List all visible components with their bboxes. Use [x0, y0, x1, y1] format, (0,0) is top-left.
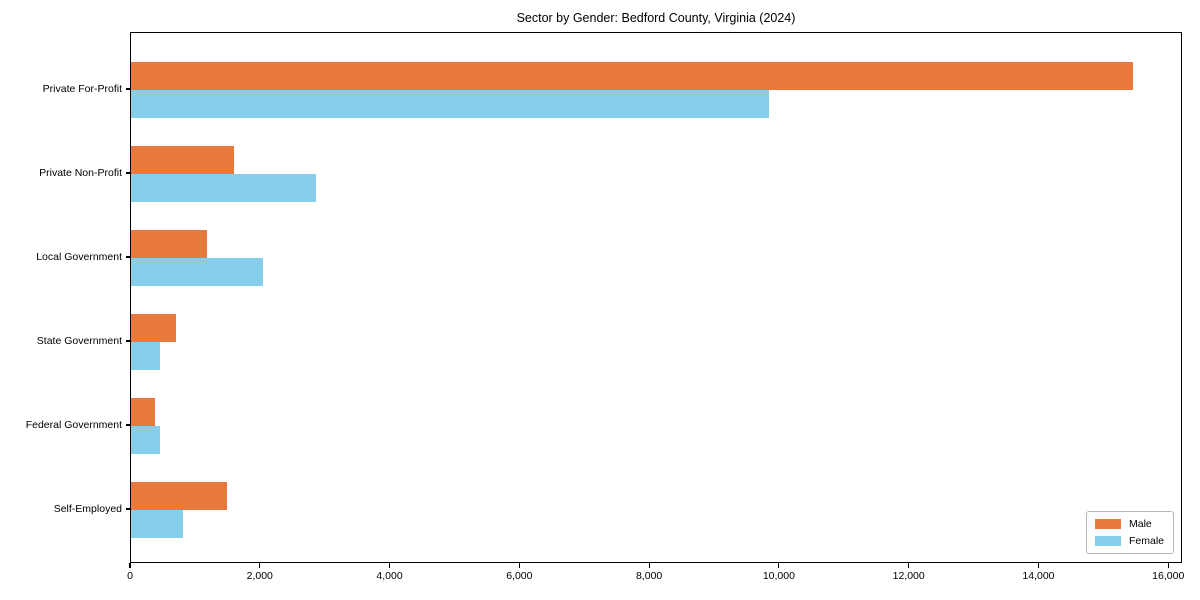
y-tick-label-state-government: State Government: [36, 335, 122, 347]
bar-male-private-for-profit: [131, 62, 1133, 90]
x-tick-label-16000: 16,000: [1152, 570, 1185, 582]
x-tick-label-14000: 14,000: [1022, 570, 1055, 582]
x-tick-label-2000: 2,000: [246, 570, 273, 582]
bar-female-local-government: [131, 258, 264, 286]
legend-item-female: Female: [1094, 535, 1164, 547]
legend-item-male: Male: [1094, 518, 1164, 530]
legend-label-male: Male: [1128, 518, 1152, 530]
x-tick-mark: [648, 563, 650, 568]
bar-male-federal-government: [131, 398, 155, 426]
bar-female-self-employed: [131, 510, 183, 538]
bar-male-private-non-profit: [131, 146, 234, 174]
bar-female-federal-government: [131, 426, 161, 454]
y-tick-mark: [125, 340, 130, 342]
y-tick-mark: [125, 172, 130, 174]
y-tick-mark: [125, 88, 130, 90]
x-tick-mark: [518, 563, 520, 568]
x-tick-label-6000: 6,000: [506, 570, 533, 582]
x-tick-mark: [259, 563, 261, 568]
y-tick-label-local-government: Local Government: [36, 251, 122, 263]
legend: Male Female: [1085, 511, 1174, 554]
bar-male-self-employed: [131, 482, 228, 510]
x-tick-mark: [388, 563, 391, 568]
x-tick-mark: [129, 563, 131, 568]
x-tick-label-0: 0: [127, 570, 133, 582]
bar-male-state-government: [131, 314, 177, 342]
x-tick-label-12000: 12,000: [892, 570, 925, 582]
x-tick-label-4000: 4,000: [376, 570, 403, 582]
x-tick-label-8000: 8,000: [635, 570, 663, 582]
x-tick-mark: [908, 563, 910, 568]
chart-title: Sector by Gender: Bedford County, Virgin…: [516, 11, 796, 25]
y-tick-mark: [125, 508, 130, 510]
x-tick-label-10000: 10,000: [762, 570, 795, 582]
y-tick-label-federal-government: Federal Government: [25, 419, 122, 431]
legend-swatch-male-icon: [1094, 519, 1121, 529]
plot-area: Male Female: [130, 32, 1182, 563]
y-tick-mark: [125, 424, 130, 426]
bar-male-local-government: [131, 230, 208, 258]
legend-swatch-female-icon: [1094, 536, 1121, 546]
x-tick-mark: [1037, 563, 1040, 568]
bar-female-state-government: [131, 342, 161, 370]
y-tick-label-private-for-profit: Private For-Profit: [42, 83, 122, 95]
legend-label-female: Female: [1128, 535, 1164, 547]
bar-female-private-for-profit: [131, 90, 769, 118]
y-tick-label-self-employed: Self-Employed: [53, 503, 122, 515]
x-tick-mark: [1167, 563, 1169, 568]
bar-female-private-non-profit: [131, 174, 317, 202]
y-tick-mark: [125, 256, 130, 258]
x-tick-mark: [778, 563, 780, 568]
y-tick-label-private-non-profit: Private Non-Profit: [39, 167, 122, 179]
